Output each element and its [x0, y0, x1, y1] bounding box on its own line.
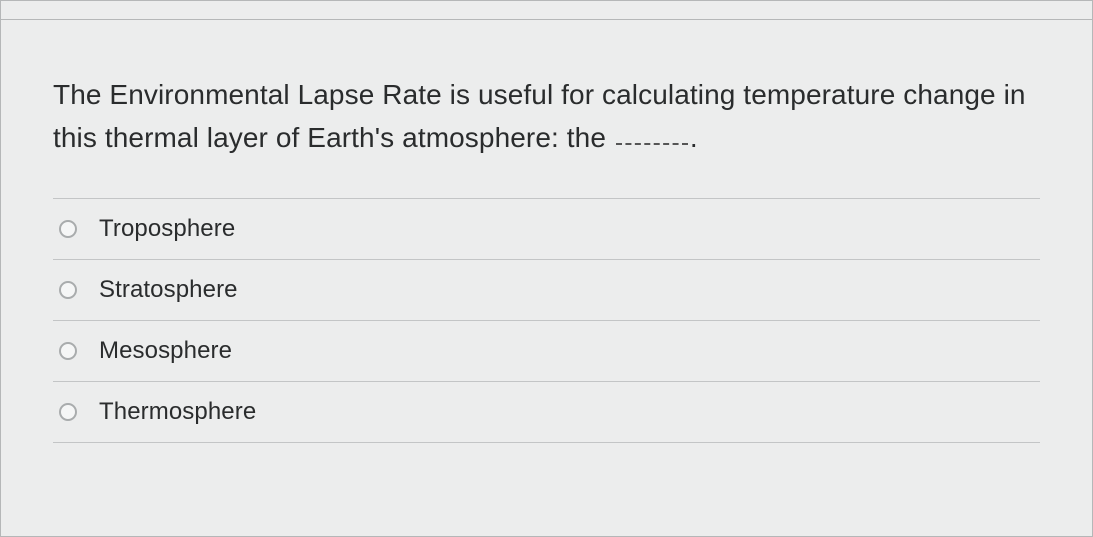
top-divider — [1, 19, 1092, 20]
question-text-before: The Environmental Lapse Rate is useful f… — [53, 79, 1026, 153]
option-row-thermosphere[interactable]: Thermosphere — [53, 381, 1040, 443]
option-label: Stratosphere — [99, 276, 238, 304]
question-card: The Environmental Lapse Rate is useful f… — [0, 0, 1093, 537]
options-list: Troposphere Stratosphere Mesosphere Ther… — [1, 198, 1092, 443]
radio-icon[interactable] — [59, 220, 77, 238]
option-row-stratosphere[interactable]: Stratosphere — [53, 259, 1040, 320]
radio-icon[interactable] — [59, 403, 77, 421]
option-row-troposphere[interactable]: Troposphere — [53, 198, 1040, 259]
question-stem: The Environmental Lapse Rate is useful f… — [1, 1, 1092, 198]
option-row-mesosphere[interactable]: Mesosphere — [53, 320, 1040, 381]
option-label: Troposphere — [99, 215, 235, 243]
question-text-after: . — [690, 122, 698, 153]
fill-blank — [616, 122, 688, 146]
option-label: Thermosphere — [99, 398, 256, 426]
question-text: The Environmental Lapse Rate is useful f… — [53, 73, 1040, 160]
radio-icon[interactable] — [59, 281, 77, 299]
option-label: Mesosphere — [99, 337, 232, 365]
radio-icon[interactable] — [59, 342, 77, 360]
